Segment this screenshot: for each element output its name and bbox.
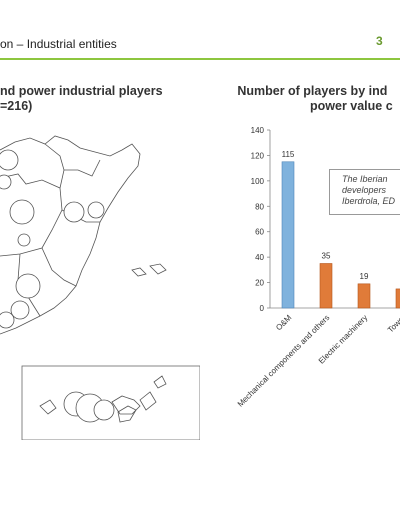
left-title-line2: =216) xyxy=(0,99,33,113)
y-tick-label: 0 xyxy=(260,304,265,313)
bar xyxy=(395,288,400,309)
map-bubble xyxy=(10,300,30,320)
map-bubble xyxy=(0,311,15,329)
map-bubble xyxy=(0,174,12,190)
left-title-line1: nd power industrial players xyxy=(0,84,163,98)
callout-line1: The Iberian xyxy=(342,174,388,184)
bar xyxy=(319,263,333,309)
bar-value-label: 115 xyxy=(282,150,295,159)
y-tick-label: 60 xyxy=(255,228,264,237)
bar xyxy=(357,283,371,309)
map-balearic-3 xyxy=(131,267,147,277)
y-tick-label: 120 xyxy=(251,151,265,160)
header-rule xyxy=(0,58,400,60)
right-title-line1: Number of players by ind xyxy=(237,84,388,98)
map-mainland-outline xyxy=(0,135,141,335)
map-balearic-2 xyxy=(149,263,167,275)
map-bubble xyxy=(0,149,19,171)
y-tick-label: 20 xyxy=(255,279,264,288)
players-bar-chart: 0 20 40 60 80 100 120 140 115 35 19 O&MMechanical… xyxy=(236,126,400,409)
map-bubble xyxy=(15,273,41,299)
map-bubble xyxy=(17,233,31,247)
map-bubble xyxy=(87,201,105,219)
spain-map xyxy=(0,135,200,440)
bar xyxy=(281,161,295,309)
y-tick-label: 140 xyxy=(251,126,265,135)
y-tick-label: 100 xyxy=(251,177,265,186)
left-panel-title: nd power industrial players =216) xyxy=(0,84,163,114)
right-title-line2: power value c xyxy=(310,99,393,113)
page-number: 3 xyxy=(376,34,383,48)
map-balearic-1 xyxy=(111,395,141,415)
bar-value-label: 19 xyxy=(360,272,369,281)
header-title: on – Industrial entities xyxy=(0,37,117,51)
map-canary-inset xyxy=(21,365,200,440)
map-bubble xyxy=(9,199,35,225)
x-category-label: Tower xyxy=(386,313,400,335)
bar-value-label: 35 xyxy=(322,252,331,261)
callout-box: The Iberian developers Iberdrola, ED xyxy=(329,169,400,215)
x-category-label: O&M xyxy=(274,313,293,332)
map-bubble xyxy=(63,201,85,223)
callout-line2: developers xyxy=(342,185,387,195)
map-canary-islands xyxy=(39,375,167,423)
right-panel-title: Number of players by ind power value c xyxy=(232,84,393,114)
map-bubble xyxy=(93,399,115,421)
bars: 115 35 19 xyxy=(281,150,400,309)
map-region-borders xyxy=(0,143,101,317)
y-tick-label: 80 xyxy=(255,202,264,211)
callout-line3: Iberdrola, ED xyxy=(342,196,396,206)
y-tick-label: 40 xyxy=(255,253,264,262)
